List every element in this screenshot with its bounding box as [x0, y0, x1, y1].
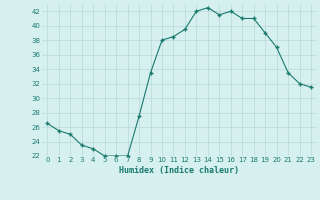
X-axis label: Humidex (Indice chaleur): Humidex (Indice chaleur): [119, 166, 239, 175]
